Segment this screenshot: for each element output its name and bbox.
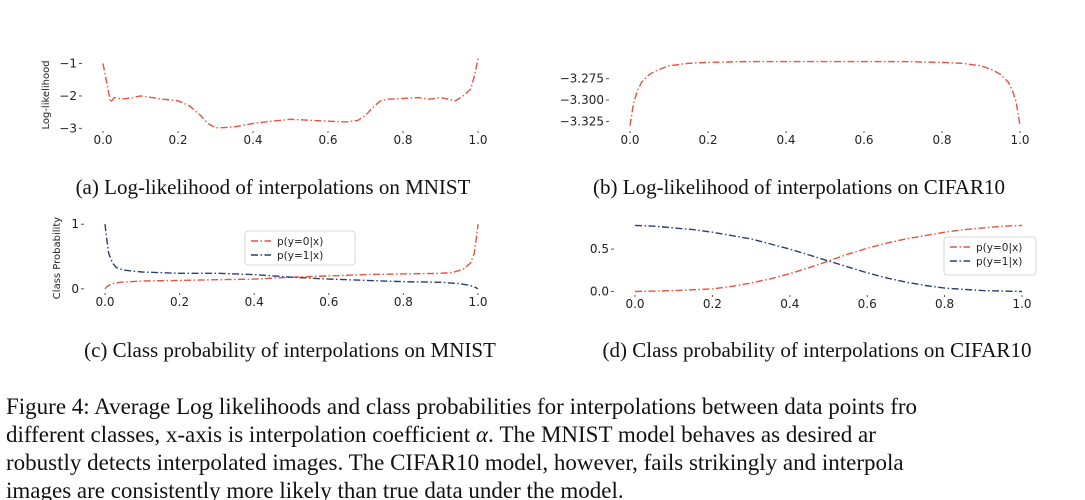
y-axis-label: Log-likelihood — [41, 60, 52, 129]
x-tick-label: 0.4 — [780, 297, 799, 311]
x-tick-label: 0.0 — [620, 133, 639, 147]
x-tick-label: 0.8 — [932, 133, 951, 147]
series-line-0 — [634, 224, 1023, 293]
x-tick-label: 0.2 — [703, 297, 722, 311]
legend: p(y=0|x) p(y=1|x) — [244, 230, 356, 266]
x-tick-label: 0.0 — [95, 295, 114, 309]
x-tick-label: 0.4 — [776, 133, 795, 147]
y-tick-label: −2 — [59, 89, 77, 103]
figure-caption-line-3: robustly detects interpolated images. Th… — [6, 450, 904, 475]
legend-label: p(y=0|x) — [976, 242, 1022, 254]
figure-caption: Figure 4: Average Log likelihoods and cl… — [6, 394, 917, 500]
x-tick-label: 1.0 — [1010, 133, 1029, 147]
x-tick-label: 0.2 — [170, 295, 189, 309]
x-tick-label: 1.0 — [468, 295, 487, 309]
legend-box — [244, 230, 356, 266]
y-tick-label: 1 — [71, 217, 79, 231]
x-tick-label: 0.6 — [318, 133, 337, 147]
y-tick-label: 0.5 — [590, 242, 609, 256]
y-tick-label: 0.0 — [590, 284, 609, 298]
x-tick-label: 0.6 — [854, 133, 873, 147]
x-tick-label: 0.6 — [858, 297, 877, 311]
series-line-0 — [104, 224, 479, 290]
y-tick-label: −1 — [59, 56, 77, 70]
x-tick-label: 1.0 — [468, 133, 487, 147]
x-tick-label: 0.8 — [394, 295, 413, 309]
caption-d: (d) Class probability of interpolations … — [603, 338, 1032, 362]
y-tick-label: −3.325 — [560, 114, 604, 128]
caption-c: (c) Class probability of interpolations … — [84, 338, 496, 362]
y-tick-label: 0 — [71, 282, 79, 296]
series-line-1 — [634, 224, 1023, 293]
legend-label: p(y=1|x) — [277, 250, 323, 262]
x-tick-label: 0.0 — [625, 297, 644, 311]
panel-b: 0.0 0.2 0.4 0.6 0.8 1.0 −3.275 −3.300 −3.325 — [560, 60, 1030, 147]
legend: p(y=0|x) p(y=1|x) — [943, 236, 1037, 276]
y-tick-label: −3 — [59, 121, 77, 135]
panel-a: 0.0 0.2 0.4 0.6 0.8 1.0 −1 −2 −3 Log-likelihood — [41, 56, 488, 147]
caption-a: (a) Log-likelihood of interpolations on … — [76, 175, 471, 199]
figure-caption-line-4: images are consistently more likely than… — [6, 478, 624, 500]
y-tick-label: −3.275 — [560, 72, 604, 86]
panel-d: 0.0 0.2 0.4 0.6 0.8 1.0 0.0 0.5 p(y=0|x) p(y=1|x) — [590, 224, 1037, 311]
x-tick-label: 0.4 — [245, 295, 264, 309]
panel-c: 0.0 0.2 0.4 0.6 0.8 1.0 0 1 Class Probability p(y… — [52, 217, 488, 309]
series-line-1 — [104, 224, 479, 290]
legend-label: p(y=1|x) — [976, 256, 1022, 268]
series-line-0 — [629, 60, 1021, 126]
x-tick-label: 0.2 — [698, 133, 717, 147]
x-tick-label: 0.8 — [935, 297, 954, 311]
x-tick-label: 0.2 — [168, 133, 187, 147]
legend-label: p(y=0|x) — [277, 236, 323, 248]
caption-b: (b) Log-likelihood of interpolations on … — [593, 175, 1005, 199]
x-tick-label: 0.0 — [93, 133, 112, 147]
y-tick-label: −3.300 — [560, 93, 604, 107]
x-tick-label: 0.6 — [319, 295, 338, 309]
x-tick-label: 0.4 — [243, 133, 262, 147]
series-line-0 — [102, 58, 479, 129]
x-tick-label: 0.8 — [393, 133, 412, 147]
figure-caption-line-2: different classes, x-axis is interpolati… — [6, 422, 876, 447]
x-tick-label: 1.0 — [1012, 297, 1031, 311]
y-axis-label: Class Probability — [52, 217, 63, 299]
figure-caption-line-1: Figure 4: Average Log likelihoods and cl… — [6, 394, 917, 419]
